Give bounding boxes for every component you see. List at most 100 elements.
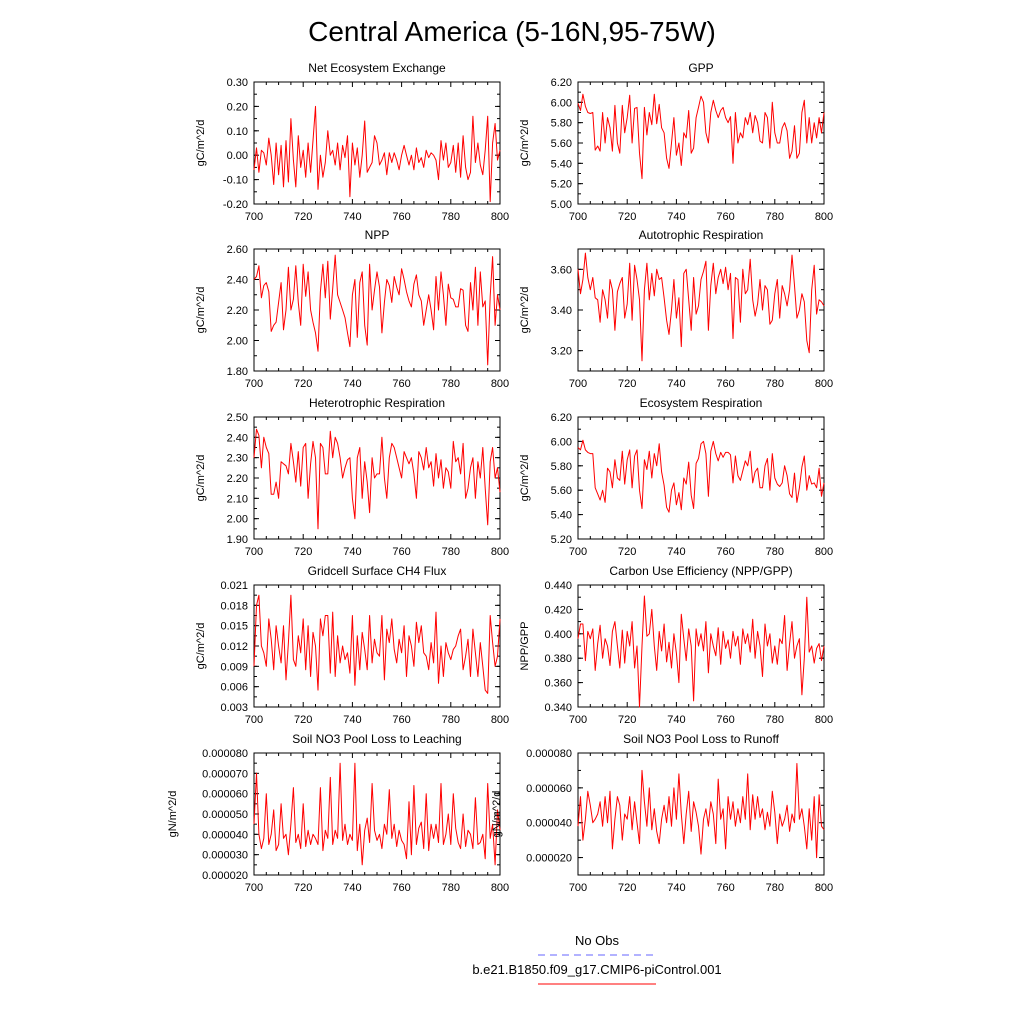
panel-3: NPP 1.80 2.00 2.20 2.40 2.60 700 720 740 760 780 80… [195, 228, 509, 390]
x-tick-label: 700 [245, 714, 263, 726]
y-axis-label: gN/m^2/d [167, 791, 179, 838]
panel-title: Soil NO3 Pool Loss to Leaching [292, 732, 461, 746]
x-tick-label: 800 [815, 882, 833, 894]
series-line [577, 252, 825, 362]
x-tick-label: 720 [294, 546, 312, 558]
x-tick-label: 700 [245, 211, 263, 223]
x-tick-label: 700 [245, 546, 263, 558]
y-tick-label: 5.60 [551, 485, 572, 497]
series-line [253, 105, 501, 203]
y-tick-label: -0.10 [223, 175, 248, 187]
x-tick-label: 760 [392, 882, 410, 894]
panel-9: Soil NO3 Pool Loss to Leaching 0.000020 0.… [167, 732, 509, 894]
y-tick-label: 0.000040 [526, 818, 572, 830]
x-tick-label: 740 [667, 211, 685, 223]
x-tick-label: 720 [294, 378, 312, 390]
y-tick-label: 6.00 [551, 97, 572, 109]
x-tick-label: 780 [442, 378, 460, 390]
y-axis-label: gC/m^2/d [519, 287, 531, 334]
y-axis-label: gC/m^2/d [195, 455, 207, 502]
x-tick-label: 780 [442, 714, 460, 726]
y-tick-label: 3.40 [551, 305, 572, 317]
panel-title: Gridcell Surface CH4 Flux [308, 564, 447, 578]
x-tick-label: 760 [392, 714, 410, 726]
panel-title: Net Ecosystem Exchange [308, 61, 446, 75]
x-tick-label: 780 [442, 882, 460, 894]
y-tick-label: 0.000060 [202, 789, 248, 801]
panel-2: GPP 5.00 5.20 5.40 5.60 5.80 6.00 6.20 700 720 740… [519, 61, 833, 223]
panels-group: Net Ecosystem Exchange -0.20 -0.10 0.00 0.10… [167, 61, 833, 894]
y-tick-label: 0.380 [544, 653, 572, 665]
panel-6: Ecosystem Respiration 5.20 5.40 5.60 5.80 6.0… [519, 396, 833, 558]
y-tick-label: 5.60 [551, 138, 572, 150]
y-tick-label: 0.018 [220, 600, 248, 612]
x-tick-label: 780 [766, 378, 784, 390]
x-tick-label: 780 [442, 546, 460, 558]
x-tick-label: 760 [392, 211, 410, 223]
x-tick-label: 720 [294, 714, 312, 726]
panel-7: Gridcell Surface CH4 Flux 0.003 0.006 0.009… [195, 564, 509, 726]
panel-title: NPP [365, 228, 390, 242]
x-tick-label: 740 [343, 378, 361, 390]
x-tick-label: 780 [766, 211, 784, 223]
y-tick-label: 0.440 [544, 580, 572, 592]
x-tick-label: 740 [667, 714, 685, 726]
y-tick-label: 0.003 [220, 702, 248, 714]
y-tick-label: 0.30 [227, 77, 248, 89]
y-tick-label: 5.40 [551, 510, 572, 522]
x-tick-label: 760 [716, 211, 734, 223]
y-tick-label: 0.012 [220, 641, 248, 653]
series-line [253, 762, 501, 866]
panel-4: Autotrophic Respiration 3.20 3.40 3.60 700 72… [519, 228, 833, 390]
x-tick-label: 700 [569, 882, 587, 894]
x-tick-label: 720 [618, 882, 636, 894]
panel-title: Heterotrophic Respiration [309, 396, 445, 410]
x-tick-label: 740 [667, 882, 685, 894]
y-tick-label: 2.40 [227, 432, 248, 444]
panel-title: GPP [688, 61, 713, 75]
legend-model-label: b.e21.B1850.f09_g17.CMIP6-piControl.001 [472, 962, 721, 977]
y-axis-label: gC/m^2/d [519, 455, 531, 502]
y-tick-label: 2.60 [227, 244, 248, 256]
y-tick-label: 2.20 [227, 473, 248, 485]
series-line [253, 254, 501, 366]
y-tick-label: 3.60 [551, 264, 572, 276]
y-tick-label: 0.000050 [202, 809, 248, 821]
y-tick-label: 0.340 [544, 702, 572, 714]
y-axis-label: gC/m^2/d [519, 120, 531, 167]
x-tick-label: 700 [569, 378, 587, 390]
x-tick-label: 720 [618, 546, 636, 558]
y-tick-label: 2.40 [227, 275, 248, 287]
y-tick-label: 5.20 [551, 534, 572, 546]
x-tick-label: 720 [294, 882, 312, 894]
x-tick-label: 800 [491, 714, 509, 726]
x-tick-label: 780 [442, 211, 460, 223]
figure-title: Central America (5-16N,95-75W) [308, 16, 716, 47]
x-tick-label: 800 [815, 211, 833, 223]
x-tick-label: 700 [245, 882, 263, 894]
series-line [577, 93, 825, 180]
y-tick-label: 0.10 [227, 126, 248, 138]
x-tick-label: 800 [815, 714, 833, 726]
panel-title: Autotrophic Respiration [639, 228, 764, 242]
x-tick-label: 800 [491, 378, 509, 390]
y-tick-label: 2.50 [227, 412, 248, 424]
x-tick-label: 780 [766, 882, 784, 894]
series-line [577, 763, 825, 859]
y-tick-label: 5.00 [551, 199, 572, 211]
y-tick-label: 0.000060 [526, 783, 572, 795]
x-tick-label: 720 [294, 211, 312, 223]
panel-8: Carbon Use Efficiency (NPP/GPP) 0.340 0.36… [519, 564, 833, 726]
x-tick-label: 800 [815, 378, 833, 390]
y-axis-label: gC/m^2/d [195, 287, 207, 334]
x-tick-label: 780 [766, 714, 784, 726]
y-tick-label: 2.00 [227, 514, 248, 526]
y-tick-label: 0.000030 [202, 850, 248, 862]
y-tick-label: 0.021 [220, 580, 248, 592]
panel-title: Soil NO3 Pool Loss to Runoff [623, 732, 780, 746]
y-tick-label: 2.30 [227, 453, 248, 465]
y-tick-label: 0.000020 [202, 870, 248, 882]
y-tick-label: 2.10 [227, 493, 248, 505]
panel-title: Carbon Use Efficiency (NPP/GPP) [609, 564, 792, 578]
